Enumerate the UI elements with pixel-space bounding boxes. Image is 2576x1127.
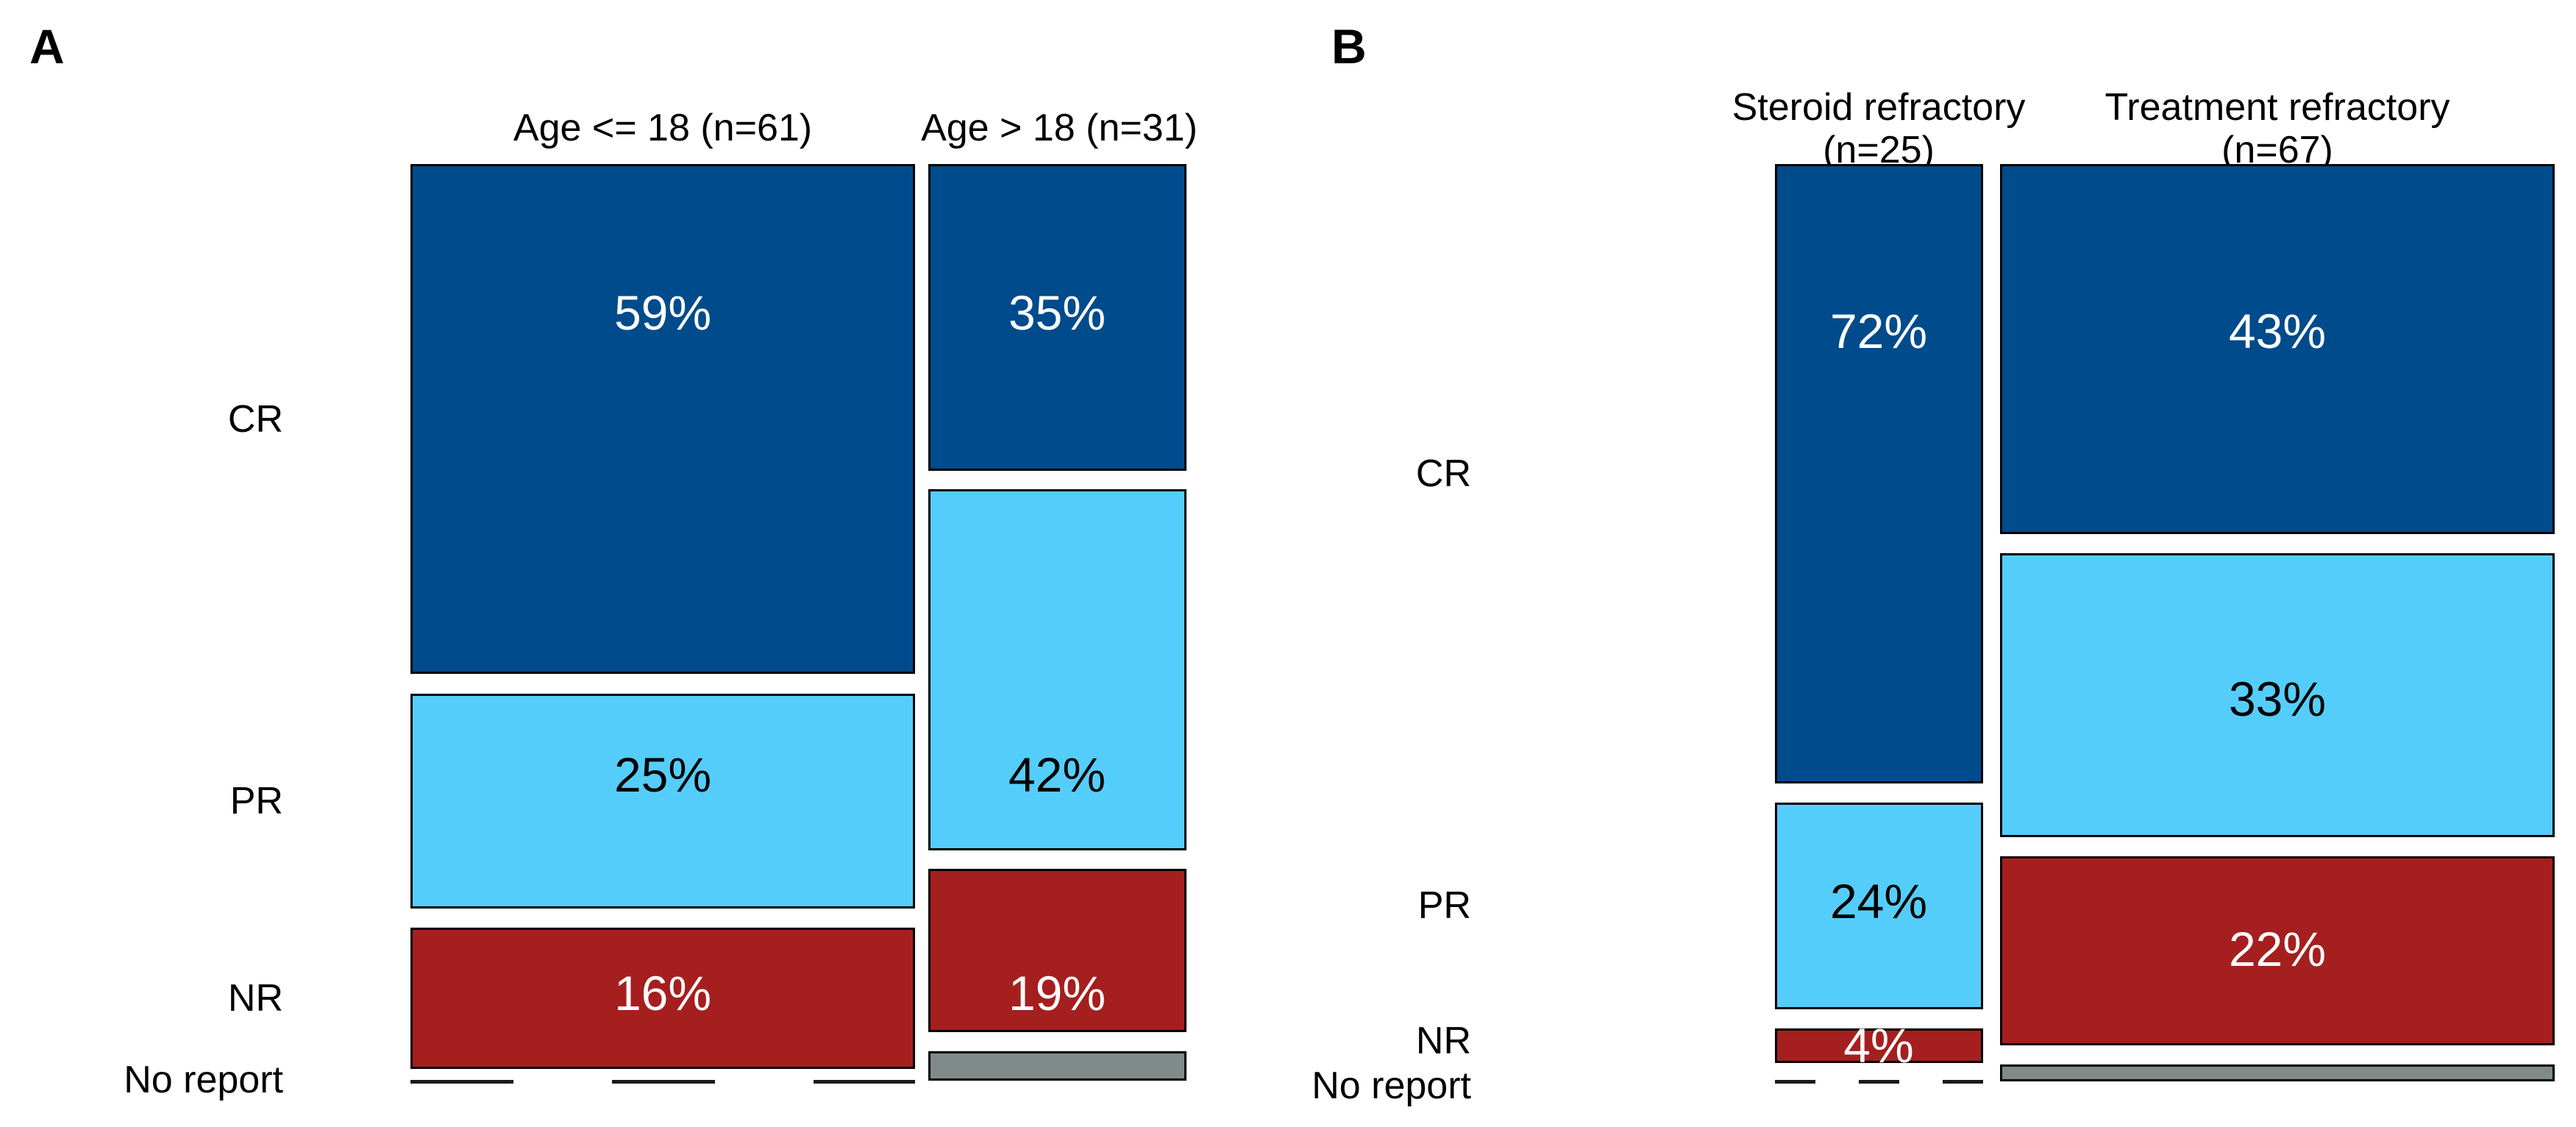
mosaic-cell-cr xyxy=(1775,164,1983,783)
cell-percent-label-pr: 42% xyxy=(1008,747,1106,802)
mosaic-cell-pr xyxy=(1775,803,1983,1009)
panel-letter-b: B xyxy=(1331,19,1367,74)
row-label-no-report: No report xyxy=(124,1059,283,1101)
row-label-cr: CR xyxy=(1415,452,1471,495)
mosaic-cell-nr xyxy=(1775,1028,1983,1063)
mosaic-cell-no-report xyxy=(2000,1064,2555,1081)
row-label-nr: NR xyxy=(227,977,283,1020)
row-label-pr: PR xyxy=(230,780,283,822)
mosaic-cell-pr xyxy=(410,694,915,909)
column-header: Age > 18 (n=31) xyxy=(921,107,1198,149)
cell-percent-label-nr: 19% xyxy=(1008,966,1106,1020)
no-report-dash-line xyxy=(1775,1080,1983,1084)
column-header: (n=67) xyxy=(2221,129,2333,171)
row-label-no-report: No report xyxy=(1312,1064,1471,1107)
cell-percent-label-pr: 33% xyxy=(2228,672,2327,726)
cell-percent-label-cr: 43% xyxy=(2228,304,2327,358)
cell-percent-label-cr: 72% xyxy=(1829,304,1928,358)
cell-percent-label-nr: 22% xyxy=(2228,922,2327,976)
mosaic-cell-nr xyxy=(410,928,915,1069)
column-header: Age <= 18 (n=61) xyxy=(513,107,813,149)
mosaic-cell-nr xyxy=(2000,856,2555,1045)
row-label-pr: PR xyxy=(1417,884,1471,927)
cell-percent-label-pr: 24% xyxy=(1829,874,1928,928)
column-header: Steroid refractory xyxy=(1732,86,2026,129)
column-header: (n=25) xyxy=(1823,129,1935,171)
panel-letter-a: A xyxy=(29,19,65,74)
column-header: Treatment refractory xyxy=(2104,86,2450,129)
no-report-dash-line xyxy=(410,1080,915,1084)
row-label-nr: NR xyxy=(1415,1020,1471,1062)
mosaic-cell-no-report xyxy=(928,1051,1186,1081)
row-label-cr: CR xyxy=(227,398,283,441)
mosaic-cell-pr xyxy=(928,489,1186,850)
cell-percent-label-cr: 59% xyxy=(613,285,712,340)
cell-percent-label-nr: 16% xyxy=(613,966,712,1020)
cell-percent-label-cr: 35% xyxy=(1008,285,1106,340)
mosaic-cell-cr xyxy=(928,164,1186,471)
mosaic-cell-cr xyxy=(2000,164,2555,534)
cell-percent-label-pr: 25% xyxy=(613,747,712,802)
mosaic-cell-pr xyxy=(2000,553,2555,837)
cell-percent-label-nr: 4% xyxy=(1843,1018,1914,1073)
mosaic-cell-nr xyxy=(928,869,1186,1032)
mosaic-cell-cr xyxy=(410,164,915,674)
